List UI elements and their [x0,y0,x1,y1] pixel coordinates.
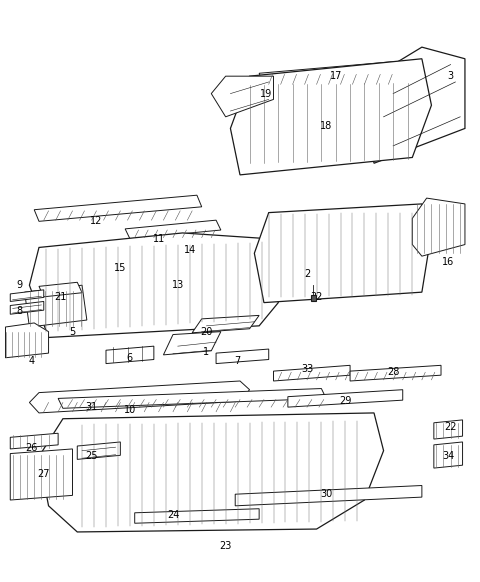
Text: 32: 32 [311,292,323,302]
Polygon shape [29,233,278,338]
Polygon shape [29,381,250,413]
Text: 12: 12 [90,217,103,226]
Text: 33: 33 [301,364,313,374]
Text: 21: 21 [54,292,67,302]
Polygon shape [106,346,154,364]
Polygon shape [39,413,384,532]
Polygon shape [364,47,465,164]
Polygon shape [135,509,259,523]
Polygon shape [254,204,432,303]
Bar [311,295,316,301]
Polygon shape [163,332,221,355]
Polygon shape [34,195,202,221]
Text: 5: 5 [70,327,76,336]
Polygon shape [10,433,58,449]
Text: 17: 17 [330,71,342,81]
Polygon shape [5,323,48,358]
Polygon shape [211,76,274,117]
Text: 34: 34 [442,452,455,462]
Text: 13: 13 [172,280,184,290]
Text: 10: 10 [124,405,136,415]
Text: 22: 22 [444,423,457,432]
Polygon shape [192,315,259,333]
Text: 29: 29 [339,396,351,406]
Text: 8: 8 [17,306,23,317]
Text: 20: 20 [200,327,213,336]
Polygon shape [288,390,403,407]
Polygon shape [24,285,87,327]
Text: 4: 4 [29,356,35,365]
Polygon shape [58,389,326,409]
Polygon shape [10,290,44,301]
Text: 28: 28 [387,367,399,377]
Polygon shape [77,442,120,459]
Text: 11: 11 [153,234,165,244]
Text: 1: 1 [204,347,210,357]
Polygon shape [140,242,226,259]
Text: 15: 15 [114,263,127,273]
Text: 3: 3 [447,71,454,81]
Text: 6: 6 [127,353,133,363]
Polygon shape [434,420,463,439]
Polygon shape [92,263,206,279]
Polygon shape [235,485,422,506]
Text: 30: 30 [320,489,332,499]
Text: 14: 14 [184,246,196,255]
Text: 19: 19 [260,88,273,98]
Text: 2: 2 [304,268,310,279]
Text: 7: 7 [235,356,241,365]
Polygon shape [259,62,398,85]
Polygon shape [10,301,44,314]
Polygon shape [125,220,221,239]
Polygon shape [274,365,350,381]
Text: 31: 31 [85,402,98,412]
Text: 18: 18 [320,120,332,130]
Polygon shape [216,349,269,364]
Text: 16: 16 [442,257,455,267]
Polygon shape [434,442,463,468]
Text: 25: 25 [85,452,98,462]
Polygon shape [412,198,465,256]
Polygon shape [350,365,441,381]
Polygon shape [39,282,82,297]
Polygon shape [10,449,72,500]
Polygon shape [230,59,432,175]
Text: 26: 26 [25,443,38,453]
Text: 24: 24 [167,509,179,520]
Text: 9: 9 [17,280,23,290]
Text: 23: 23 [219,541,232,552]
Text: 27: 27 [37,469,50,479]
